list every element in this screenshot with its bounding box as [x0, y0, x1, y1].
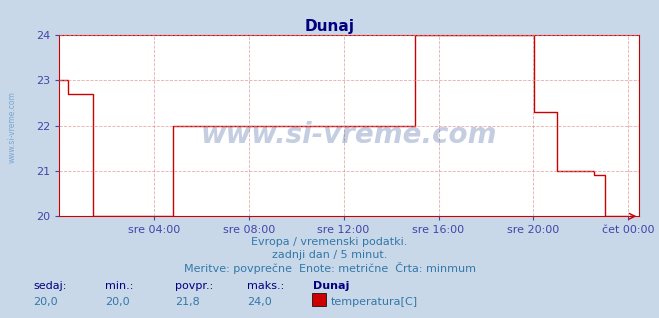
Text: Dunaj: Dunaj: [304, 19, 355, 34]
Text: 21,8: 21,8: [175, 297, 200, 307]
Text: temperatura[C]: temperatura[C]: [331, 297, 418, 307]
Text: 20,0: 20,0: [105, 297, 130, 307]
Text: Dunaj: Dunaj: [313, 281, 349, 291]
Text: Meritve: povprečne  Enote: metrične  Črta: minmum: Meritve: povprečne Enote: metrične Črta:…: [183, 262, 476, 274]
Text: povpr.:: povpr.:: [175, 281, 213, 291]
Text: sedaj:: sedaj:: [33, 281, 67, 291]
Text: zadnji dan / 5 minut.: zadnji dan / 5 minut.: [272, 250, 387, 259]
Text: Evropa / vremenski podatki.: Evropa / vremenski podatki.: [251, 237, 408, 247]
Text: 24,0: 24,0: [247, 297, 272, 307]
Text: min.:: min.:: [105, 281, 134, 291]
Text: www.si-vreme.com: www.si-vreme.com: [7, 91, 16, 163]
Text: www.si-vreme.com: www.si-vreme.com: [201, 121, 498, 149]
Text: maks.:: maks.:: [247, 281, 285, 291]
Text: 20,0: 20,0: [33, 297, 57, 307]
